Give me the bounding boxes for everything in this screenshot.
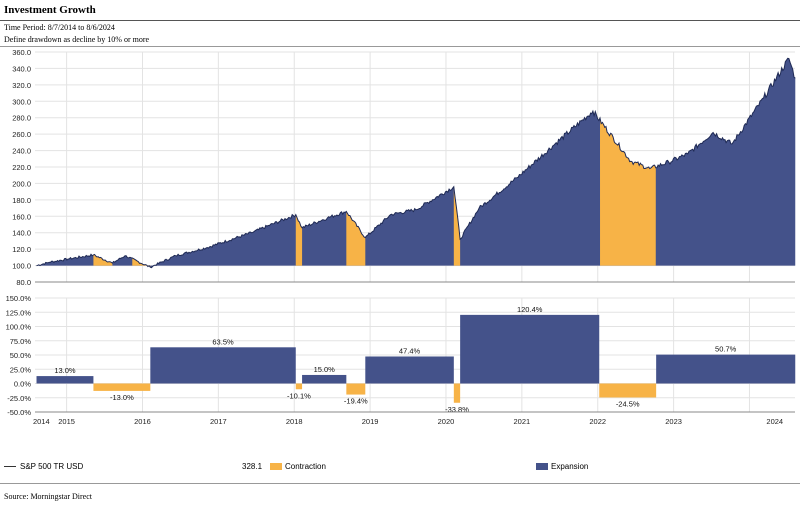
bar-value-label: -24.5% xyxy=(616,399,640,408)
y-tick-label: 200.0 xyxy=(12,179,31,188)
y-tick-label: 75.0% xyxy=(10,337,32,346)
drawdown-bar xyxy=(460,314,600,384)
y-tick-label: 120.0 xyxy=(12,245,31,254)
series-line xyxy=(36,57,796,269)
drawdown-bar xyxy=(93,383,151,391)
legend-contraction-swatch xyxy=(270,463,282,470)
bar-value-label: -19.4% xyxy=(344,397,368,406)
growth-area-chart: 80.0 100.0 120.0 140.0 160.0 180.0 200.0 220.0 2… xyxy=(12,48,796,287)
drawdown-bar xyxy=(36,376,94,384)
bar-value-label: 15.0% xyxy=(314,365,336,374)
x-tick-label: 2014 xyxy=(33,417,50,426)
drawdown-bar xyxy=(302,374,347,384)
y-tick-label: 220.0 xyxy=(12,163,31,172)
header-divider xyxy=(0,46,800,47)
legend-contraction: Contraction xyxy=(270,462,326,471)
legend-contraction-label: Contraction xyxy=(285,462,326,471)
legend-expansion-label: Expansion xyxy=(551,462,589,471)
time-period-text: Time Period: 8/7/2014 to 8/6/2024 xyxy=(4,23,115,32)
x-tick-label: 2024 xyxy=(766,417,783,426)
drawdown-bar-chart: -50.0% -25.0% 0.0% 25.0% 50.0% 75.0% 100.0% 125… xyxy=(6,294,796,426)
y-tick-label: 80.0 xyxy=(16,278,31,287)
y-tick-label: -25.0% xyxy=(7,394,31,403)
legend-expansion: Expansion xyxy=(536,462,588,471)
drawdown-bar xyxy=(365,356,454,384)
bar-value-label: -10.1% xyxy=(287,391,311,400)
y-tick-label: 150.0% xyxy=(6,294,32,303)
chart-title: Investment Growth xyxy=(4,4,96,16)
x-tick-label: 2017 xyxy=(210,417,227,426)
y-tick-label: 0.0% xyxy=(14,380,31,389)
y-tick-label: 280.0 xyxy=(12,114,31,123)
drawdown-bar xyxy=(346,383,366,395)
x-tick-label: 2018 xyxy=(286,417,303,426)
y-tick-label: 320.0 xyxy=(12,81,31,90)
x-tick-label: 2019 xyxy=(362,417,379,426)
y-tick-label: 300.0 xyxy=(12,97,31,106)
contraction-area xyxy=(346,211,366,266)
bar-value-label: -33.8% xyxy=(445,405,469,414)
drawdown-bar xyxy=(656,354,796,384)
contraction-area xyxy=(453,186,461,266)
x-tick-label: 2022 xyxy=(589,417,606,426)
bar-value-label: 13.0% xyxy=(54,366,76,375)
x-tick-label: 2023 xyxy=(665,417,682,426)
y-tick-label: 50.0% xyxy=(10,351,32,360)
contraction-area xyxy=(600,118,656,266)
legend-series-value-text: 328.1 xyxy=(242,462,263,471)
source-note: Source: Morningstar Direct xyxy=(4,492,92,501)
y-tick-label: 260.0 xyxy=(12,130,31,139)
legend-series: S&P 500 TR USD xyxy=(4,462,83,471)
contraction-area xyxy=(295,214,303,266)
y-tick-label: 140.0 xyxy=(12,229,31,238)
y-tick-label: 340.0 xyxy=(12,64,31,73)
legend-series-label: S&P 500 TR USD xyxy=(20,462,84,471)
y-tick-label: 360.0 xyxy=(12,48,31,57)
title-divider xyxy=(0,20,800,21)
drawdown-bar xyxy=(150,347,296,384)
x-tick-label: 2020 xyxy=(438,417,455,426)
y-tick-label: 125.0% xyxy=(6,308,32,317)
y-tick-label: 100.0% xyxy=(6,323,32,332)
legend-series-value: 328.1 xyxy=(242,462,262,471)
drawdown-bar xyxy=(295,383,303,390)
bar-value-label: 47.4% xyxy=(399,346,421,355)
y-tick-label: 25.0% xyxy=(10,365,32,374)
legend-expansion-swatch xyxy=(536,463,548,470)
bar-value-label: 63.5% xyxy=(212,337,234,346)
drawdown-bar xyxy=(599,383,657,398)
x-tick-label: 2016 xyxy=(134,417,151,426)
legend-divider xyxy=(0,483,800,484)
bar-value-label: -13.0% xyxy=(110,393,134,402)
y-tick-label: -50.0% xyxy=(7,408,31,417)
bar-value-label: 120.4% xyxy=(517,305,543,314)
y-tick-label: 100.0 xyxy=(12,262,31,271)
y-tick-label: 160.0 xyxy=(12,212,31,221)
bar-value-label: 50.7% xyxy=(715,345,737,354)
y-tick-label: 180.0 xyxy=(12,196,31,205)
drawdown-bar xyxy=(453,383,461,403)
legend-line-swatch xyxy=(4,466,16,467)
y-tick-label: 240.0 xyxy=(12,147,31,156)
drawdown-definition-text: Define drawdown as decline by 10% or mor… xyxy=(4,35,150,44)
x-tick-label: 2015 xyxy=(58,417,75,426)
x-tick-label: 2021 xyxy=(514,417,531,426)
